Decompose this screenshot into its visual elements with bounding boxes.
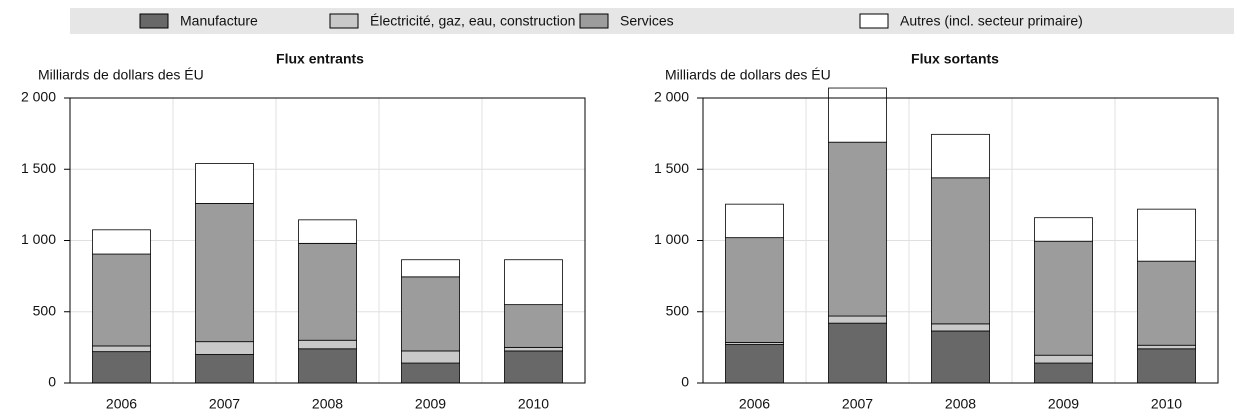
bar-segment <box>931 177 990 325</box>
bar-segment <box>931 330 990 384</box>
y-tick-label: 1 500 <box>21 160 56 176</box>
axis-label: Milliards de dollars des ÉU <box>665 67 831 83</box>
bar-segment <box>195 203 254 343</box>
y-tick-label: 1 000 <box>21 231 56 247</box>
legend-swatch <box>139 13 169 29</box>
bar-segment <box>298 339 357 350</box>
bar-segment <box>1034 362 1093 384</box>
legend-swatch <box>579 13 609 29</box>
legend-label: Électricité, gaz, eau, construction <box>370 13 575 29</box>
legend-label: Services <box>620 13 674 29</box>
bar-segment <box>504 346 563 352</box>
y-tick-label: 0 <box>48 374 56 390</box>
bar-segment <box>298 219 357 244</box>
legend-label: Autres (incl. secteur primaire) <box>900 13 1083 29</box>
x-tick-label: 2010 <box>518 396 549 412</box>
bar-segment <box>931 323 990 332</box>
bar-segment <box>828 87 887 143</box>
bar-segment <box>92 345 151 353</box>
bar-segment <box>195 354 254 384</box>
bar-segment <box>92 351 151 384</box>
bar-segment <box>725 344 784 384</box>
legend-swatch <box>859 13 889 29</box>
bar-segment <box>298 348 357 384</box>
bar-segment <box>725 237 784 343</box>
legend-label: Manufacture <box>180 13 258 29</box>
y-tick-label: 0 <box>681 374 689 390</box>
chart-title: Flux sortants <box>911 51 999 67</box>
bar-segment <box>725 203 784 239</box>
bar-segment <box>401 362 460 384</box>
plot-frame <box>69 97 586 384</box>
x-tick-label: 2006 <box>106 396 137 412</box>
legend-background <box>70 8 1234 34</box>
bar-segment <box>504 350 563 384</box>
x-tick-label: 2008 <box>945 396 976 412</box>
y-tick-label: 1 000 <box>654 231 689 247</box>
x-tick-label: 2006 <box>739 396 770 412</box>
chart-title: Flux entrants <box>276 51 364 67</box>
bar-segment <box>504 304 563 348</box>
bar-segment <box>828 322 887 384</box>
y-tick-label: 2 000 <box>21 89 56 105</box>
bar-segment <box>828 315 887 324</box>
x-tick-label: 2010 <box>1151 396 1182 412</box>
bar-segment <box>1137 208 1196 262</box>
bar-segment <box>1137 260 1196 346</box>
bar-segment <box>195 341 254 355</box>
bar-segment <box>931 133 990 179</box>
bar-segment <box>1034 240 1093 356</box>
x-tick-label: 2009 <box>1048 396 1079 412</box>
bar-segment <box>92 229 151 255</box>
bar-segment <box>1137 348 1196 384</box>
bar-segment <box>92 253 151 347</box>
bar-segment <box>828 141 887 317</box>
x-tick-label: 2008 <box>312 396 343 412</box>
bar-segment <box>401 276 460 352</box>
y-tick-label: 500 <box>666 302 690 318</box>
bar-segment <box>298 242 357 341</box>
bar-segment <box>1034 354 1093 364</box>
y-tick-label: 2 000 <box>654 89 689 105</box>
bar-segment <box>195 163 254 204</box>
bar-segment <box>1137 344 1196 350</box>
y-tick-label: 1 500 <box>654 160 689 176</box>
bar-segment <box>401 259 460 278</box>
legend-swatch <box>329 13 359 29</box>
axis-label: Milliards de dollars des ÉU <box>38 67 204 83</box>
bar-segment <box>401 350 460 364</box>
x-tick-label: 2009 <box>415 396 446 412</box>
plot-frame <box>702 97 1219 384</box>
x-tick-label: 2007 <box>209 396 240 412</box>
y-tick-label: 500 <box>33 302 57 318</box>
bar-segment <box>1034 217 1093 242</box>
bar-segment <box>504 259 563 306</box>
x-tick-label: 2007 <box>842 396 873 412</box>
